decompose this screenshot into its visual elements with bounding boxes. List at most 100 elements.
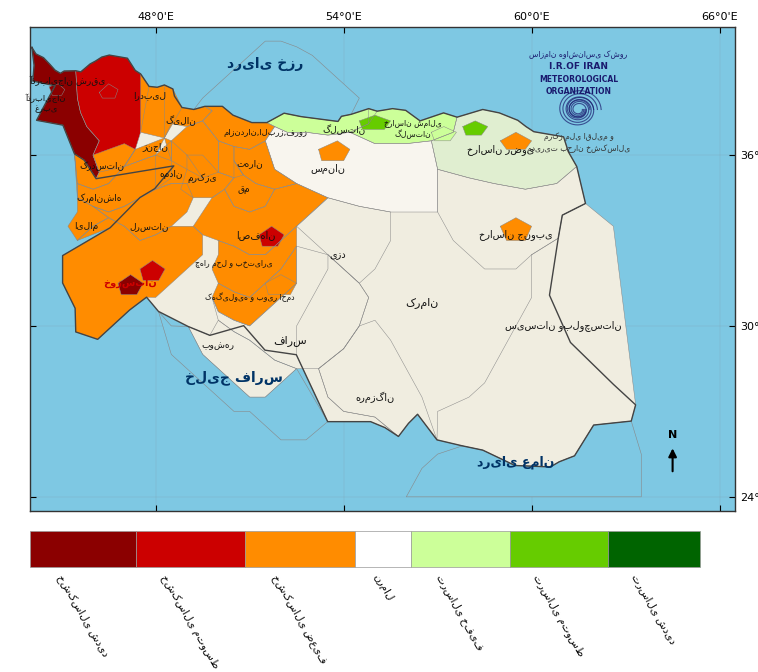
Polygon shape bbox=[188, 321, 296, 397]
Text: گیلان: گیلان bbox=[165, 116, 196, 126]
Polygon shape bbox=[193, 183, 328, 255]
Bar bbox=[509, 532, 609, 566]
Text: یزد: یزد bbox=[329, 250, 346, 260]
Text: کردستان: کردستان bbox=[80, 162, 125, 171]
Text: فارس: فارس bbox=[274, 335, 307, 345]
Text: قم: قم bbox=[237, 185, 249, 194]
Polygon shape bbox=[500, 132, 531, 149]
Text: تهران: تهران bbox=[236, 159, 263, 168]
Text: همدان: همدان bbox=[159, 171, 183, 179]
Bar bbox=[30, 532, 136, 566]
Polygon shape bbox=[359, 115, 390, 130]
Polygon shape bbox=[180, 155, 234, 198]
Text: مرکزی: مرکزی bbox=[188, 173, 218, 183]
Polygon shape bbox=[99, 84, 118, 98]
Bar bbox=[246, 532, 355, 566]
Polygon shape bbox=[202, 106, 274, 149]
Polygon shape bbox=[171, 121, 218, 178]
Polygon shape bbox=[431, 110, 577, 190]
Text: کرمان: کرمان bbox=[406, 298, 439, 308]
Text: خراسان جنوبی: خراسان جنوبی bbox=[479, 229, 553, 241]
Polygon shape bbox=[259, 226, 284, 246]
Bar bbox=[609, 532, 700, 566]
Text: خوزستان: خوزستان bbox=[104, 278, 158, 288]
Polygon shape bbox=[194, 41, 359, 122]
Text: خراسان رضوی: خراسان رضوی bbox=[467, 144, 534, 155]
Polygon shape bbox=[68, 154, 108, 241]
Text: ترسالی خفیف: ترسالی خفیف bbox=[434, 573, 487, 652]
Polygon shape bbox=[350, 109, 457, 144]
Polygon shape bbox=[124, 138, 171, 167]
Polygon shape bbox=[234, 141, 296, 190]
Polygon shape bbox=[431, 126, 456, 141]
Polygon shape bbox=[63, 218, 202, 339]
Text: نرمال: نرمال bbox=[371, 573, 394, 603]
Polygon shape bbox=[462, 121, 487, 135]
Text: خراسان شمالی
گلستان: خراسان شمالی گلستان bbox=[384, 120, 441, 140]
Text: خلیج فارس: خلیج فارس bbox=[185, 370, 283, 384]
Text: سیستان وبلوچستان: سیستان وبلوچستان bbox=[505, 321, 622, 331]
Polygon shape bbox=[212, 226, 296, 298]
Polygon shape bbox=[76, 55, 149, 172]
Polygon shape bbox=[140, 74, 182, 138]
Text: مدیریت بحران خشکسالی: مدیریت بحران خشکسالی bbox=[527, 144, 630, 153]
Polygon shape bbox=[49, 84, 64, 95]
Text: زنجان: زنجان bbox=[143, 142, 168, 151]
Polygon shape bbox=[74, 144, 135, 190]
Text: گلستان: گلستان bbox=[322, 124, 365, 135]
Polygon shape bbox=[158, 311, 327, 440]
Polygon shape bbox=[437, 167, 585, 269]
Text: اصفهان: اصفهان bbox=[236, 230, 276, 240]
Bar bbox=[355, 532, 411, 566]
Text: ایلام: ایلام bbox=[74, 222, 99, 230]
Text: METEOROLOGICAL: METEOROLOGICAL bbox=[539, 75, 619, 84]
Polygon shape bbox=[212, 246, 368, 369]
Text: خشکسالی ضعیف: خشکسالی ضعیف bbox=[270, 573, 330, 665]
Polygon shape bbox=[32, 48, 99, 179]
Polygon shape bbox=[318, 321, 437, 440]
Text: کرمانشاه: کرمانشاه bbox=[77, 193, 122, 202]
Text: اردبیل: اردبیل bbox=[133, 91, 166, 99]
Text: سازمان هواشناسی کشور: سازمان هواشناسی کشور bbox=[530, 50, 628, 58]
Text: دریای عمان: دریای عمان bbox=[478, 456, 555, 470]
Text: دریای خزر: دریای خزر bbox=[227, 57, 303, 71]
Text: آذربایجان
غربی: آذربایجان غربی bbox=[26, 94, 66, 114]
Text: مرکز ملی اقلیم و: مرکز ملی اقلیم و bbox=[543, 132, 613, 141]
Polygon shape bbox=[93, 183, 193, 241]
Text: خشکسالی شدید: خشکسالی شدید bbox=[55, 573, 111, 659]
Text: چهار محل و بختیاری: چهار محل و بختیاری bbox=[195, 259, 273, 267]
Polygon shape bbox=[437, 204, 636, 467]
Polygon shape bbox=[140, 261, 165, 280]
Text: N: N bbox=[668, 430, 677, 440]
Polygon shape bbox=[224, 161, 274, 212]
Polygon shape bbox=[212, 246, 296, 326]
Text: هرمزگان: هرمزگان bbox=[356, 392, 395, 403]
Text: بوشهر: بوشهر bbox=[202, 341, 235, 350]
Polygon shape bbox=[218, 141, 243, 178]
Text: ترسالی شدید: ترسالی شدید bbox=[630, 573, 678, 646]
Polygon shape bbox=[267, 109, 377, 135]
Polygon shape bbox=[118, 275, 143, 294]
Polygon shape bbox=[77, 155, 171, 212]
Text: خشکسالی متوسط: خشکسالی متوسط bbox=[159, 573, 222, 670]
Polygon shape bbox=[32, 48, 636, 467]
Text: کهگیلویه و بویر احمد: کهگیلویه و بویر احمد bbox=[205, 292, 294, 302]
Text: لرستان: لرستان bbox=[130, 222, 169, 230]
Text: ترسالی متوسط: ترسالی متوسط bbox=[531, 573, 587, 658]
Polygon shape bbox=[406, 421, 641, 497]
Polygon shape bbox=[265, 275, 296, 294]
Text: آذربایجان شرقی: آذربایجان شرقی bbox=[30, 76, 106, 86]
Polygon shape bbox=[164, 85, 212, 138]
Polygon shape bbox=[155, 141, 202, 190]
Text: سمنان: سمنان bbox=[311, 164, 346, 174]
Polygon shape bbox=[265, 126, 437, 212]
Text: ORGANIZATION: ORGANIZATION bbox=[546, 87, 612, 95]
Polygon shape bbox=[318, 141, 350, 161]
Text: I.R.OF IRAN: I.R.OF IRAN bbox=[549, 62, 608, 71]
Polygon shape bbox=[500, 218, 531, 241]
Polygon shape bbox=[296, 198, 390, 283]
Bar bbox=[411, 532, 509, 566]
Text: مازندران,البرز,فروز: مازندران,البرز,فروز bbox=[224, 128, 307, 137]
Bar bbox=[136, 532, 246, 566]
Polygon shape bbox=[296, 255, 399, 436]
